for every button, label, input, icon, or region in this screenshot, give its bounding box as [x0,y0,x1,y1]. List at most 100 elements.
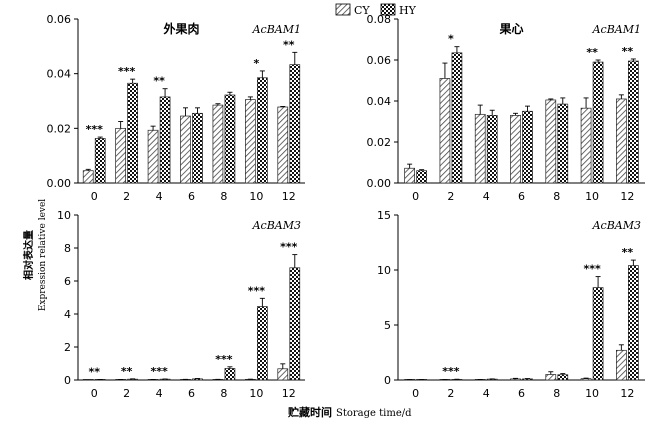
bar-cy [82,379,94,381]
bar-hy [628,60,639,184]
gene-label: AcBAM1 [592,23,641,36]
bar-cy [147,129,159,184]
y-tick-label: 0.00 [47,177,72,190]
significance-marker: * [448,33,454,46]
bar-hy [127,378,138,381]
bar-cy [474,113,486,184]
significance-marker: ** [586,46,598,59]
significance-marker: ** [88,365,100,378]
legend-label-cy: CY [354,4,370,17]
bar-cy [277,106,289,184]
y-axis-title-en: Expression relative level [38,199,48,311]
x-tick-label: 6 [518,387,525,400]
y-axis-title-cn: 相对表达量 [22,230,35,280]
legend-label-hy: HY [399,4,417,17]
chart-panel-1: 0.00 0.02 0.04 0.06 0 *** 2 *** 4 ** 6 8 10 * 12 ** 外果肉 A… [47,13,305,203]
x-tick-label: 10 [249,387,263,400]
y-tick-label: 5 [384,319,391,332]
bar-hy [289,64,301,184]
y-tick-label: 2 [64,341,71,354]
bar-cy [510,378,521,381]
x-tick-label: 4 [156,190,163,203]
y-tick-label: 0.04 [47,68,72,81]
x-tick-label: 6 [518,190,525,203]
significance-marker: *** [280,241,298,254]
chart-panel-2: 0.00 0.02 0.04 0.06 0.08 0 2 * 4 6 8 10 ** 12 ** 果心 AcBA… [367,13,645,203]
x-tick-label: 0 [412,387,419,400]
bar-hy [192,112,203,184]
x-tick-label: 0 [91,387,98,400]
x-tick-label: 10 [249,190,263,203]
x-tick-label: 4 [156,387,163,400]
x-tick-label: 10 [585,387,599,400]
y-tick-label: 6 [64,275,71,288]
x-tick-label: 2 [447,387,454,400]
bar-hy [522,110,533,184]
gene-label: AcBAM3 [252,219,301,232]
x-tick-label: 2 [123,190,130,203]
bar-hy [192,378,203,381]
bar-cy [212,104,224,184]
x-tick-label: 12 [282,387,296,400]
significance-marker: *** [442,365,460,378]
bar-hy [416,170,427,184]
chart-panel-4: 0 5 10 15 0 2 *** 4 6 8 10 *** 12 ** AcBAM3 [377,209,645,400]
bar-hy [628,265,639,381]
significance-marker: ** [622,246,634,259]
bar-cy [616,349,627,381]
bar-hy [592,61,604,184]
bar-cy [404,167,415,184]
y-tick-label: 0.06 [367,54,392,67]
significance-marker: *** [583,263,601,276]
x-tick-label: 10 [585,190,599,203]
bar-hy [257,77,268,184]
y-tick-label: 8 [64,242,71,255]
significance-marker: ** [153,75,165,88]
significance-marker: *** [86,123,104,136]
y-tick-label: 0.04 [367,95,392,108]
bar-cy [439,78,451,184]
bar-hy [289,267,301,381]
x-tick-label: 0 [91,190,98,203]
bar-hy [486,114,498,184]
x-tick-label: 4 [483,387,490,400]
legend-swatch-cy [335,3,351,16]
panels: 0.000.020.040.060***2***4**6 8 10*12**外果肉 A… [47,13,645,400]
y-tick-label: 10 [377,264,391,277]
x-tick-label: 6 [188,387,195,400]
x-axis-title-cn: 贮藏时间 [287,405,332,419]
bar-cy [580,378,592,381]
bar-hy [592,287,604,381]
bar-cy [510,114,521,184]
bar-cy [245,99,256,184]
x-tick-label: 8 [220,387,227,400]
bar-hy [451,52,463,184]
bar-hy [224,368,236,381]
y-tick-label: 0.06 [47,13,72,26]
x-axis-title-en: Storage time/d [336,408,412,419]
bar-hy [522,378,533,381]
significance-marker: * [253,57,259,70]
significance-marker: ** [622,45,634,58]
bar-cy [115,127,126,184]
x-tick-label: 8 [553,190,560,203]
y-axis-title: 相对表达量 Expression relative level [22,199,48,311]
x-tick-label: 4 [483,190,490,203]
x-tick-label: 12 [282,190,296,203]
bar-hy [557,374,569,381]
bar-hy [257,306,268,381]
y-tick-label: 4 [64,308,71,321]
bar-hy [159,96,171,184]
bar-cy [545,99,557,184]
y-tick-label: 0.00 [367,177,392,190]
significance-marker: ** [283,38,295,51]
legend-swatch-hy [380,3,396,16]
x-tick-label: 2 [447,190,454,203]
bar-cy [580,107,592,184]
bar-cy [82,170,94,184]
chart-panel-3: 0 2 4 6 8 10 0 ** 2 ** 4 *** 6 8 *** 10 *** 12 *** AcBAM3 [57,209,305,400]
y-tick-label: 10 [57,209,71,222]
bar-hy [127,82,138,184]
bar-cy [180,115,191,184]
